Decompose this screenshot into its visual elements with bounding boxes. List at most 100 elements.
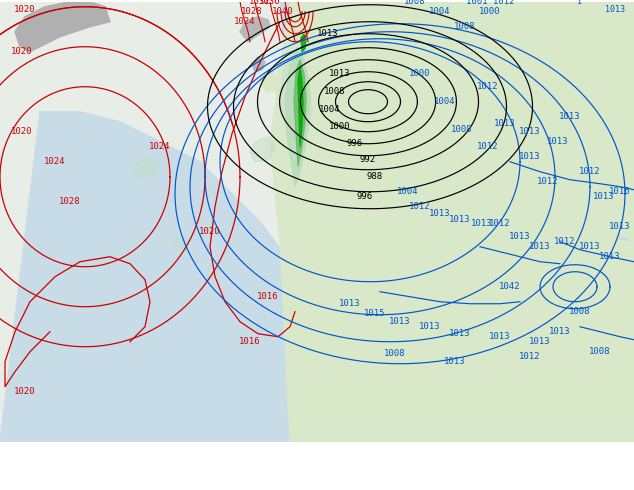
Polygon shape	[250, 137, 275, 162]
Text: 1028: 1028	[242, 7, 262, 16]
Text: 988: 988	[367, 172, 383, 181]
Text: Jet stream/SLP [kts] ECMWF: Jet stream/SLP [kts] ECMWF	[4, 449, 190, 462]
Polygon shape	[301, 34, 306, 52]
Text: 1008: 1008	[589, 347, 611, 356]
Text: 180: 180	[158, 471, 181, 484]
Text: 1024: 1024	[44, 157, 66, 166]
Polygon shape	[295, 187, 634, 441]
Text: 100: 100	[54, 471, 77, 484]
Text: 1042: 1042	[499, 282, 521, 291]
Text: 1013: 1013	[529, 242, 551, 251]
Text: 1020: 1020	[199, 227, 221, 236]
Polygon shape	[0, 112, 290, 441]
Text: 1008: 1008	[324, 87, 346, 96]
Text: 1008: 1008	[451, 125, 473, 134]
Text: 1012: 1012	[579, 167, 601, 176]
Text: 1012: 1012	[410, 202, 430, 211]
Text: 1: 1	[578, 0, 583, 6]
Polygon shape	[172, 236, 188, 252]
Text: 1013: 1013	[559, 112, 581, 121]
Text: 1020: 1020	[14, 5, 36, 14]
Polygon shape	[298, 67, 303, 147]
Text: 1012: 1012	[519, 352, 541, 361]
Polygon shape	[15, 2, 110, 52]
Text: 1008: 1008	[404, 0, 426, 6]
Text: 1024: 1024	[149, 142, 171, 151]
Text: 1028: 1028	[59, 197, 81, 206]
Text: 1013: 1013	[547, 137, 569, 146]
Text: 1013: 1013	[329, 69, 351, 78]
Text: 1013: 1013	[519, 127, 541, 136]
Text: 60: 60	[4, 471, 19, 484]
Text: 1020: 1020	[11, 127, 33, 136]
Text: 1013: 1013	[529, 337, 551, 346]
Text: 1008: 1008	[454, 22, 476, 31]
Text: 1013: 1013	[450, 215, 471, 224]
Polygon shape	[132, 157, 160, 177]
Text: 1000: 1000	[479, 7, 501, 16]
Polygon shape	[280, 57, 312, 142]
Text: 1013: 1013	[450, 329, 471, 338]
Text: 120: 120	[82, 471, 105, 484]
Text: 1012: 1012	[477, 82, 499, 91]
Polygon shape	[240, 17, 270, 42]
Text: 1013: 1013	[495, 119, 515, 128]
Text: 1013: 1013	[339, 299, 361, 308]
Text: 1013: 1013	[605, 5, 625, 14]
Text: 1016: 1016	[239, 337, 261, 346]
Text: 1004: 1004	[429, 7, 451, 16]
Polygon shape	[310, 334, 560, 377]
Text: 1012: 1012	[477, 142, 499, 151]
Text: 1013: 1013	[579, 242, 601, 251]
Polygon shape	[270, 2, 634, 441]
Polygon shape	[275, 54, 298, 102]
Text: 1032: 1032	[249, 0, 271, 6]
Polygon shape	[285, 277, 348, 314]
Polygon shape	[540, 242, 620, 272]
Polygon shape	[0, 2, 634, 441]
Text: 1013: 1013	[444, 357, 466, 366]
Text: 1016: 1016	[609, 187, 631, 196]
Text: 1024: 1024	[234, 17, 256, 26]
Text: 1013: 1013	[609, 222, 631, 231]
Text: 1036: 1036	[259, 0, 281, 6]
Text: 1013: 1013	[509, 232, 531, 241]
Polygon shape	[290, 380, 634, 441]
Text: Tu 04-06-2024 12:00 UTC (06+54): Tu 04-06-2024 12:00 UTC (06+54)	[409, 449, 630, 462]
Text: 1016: 1016	[257, 292, 279, 301]
Text: ©weatheronline.co.uk: ©weatheronline.co.uk	[505, 473, 630, 483]
Text: 80: 80	[30, 471, 45, 484]
Text: 992: 992	[360, 155, 376, 164]
Text: 1020: 1020	[11, 47, 33, 56]
Polygon shape	[285, 47, 310, 187]
Polygon shape	[252, 57, 265, 72]
Polygon shape	[294, 60, 306, 167]
Text: 1013: 1013	[389, 317, 411, 326]
Polygon shape	[610, 237, 634, 292]
Text: 1004: 1004	[320, 105, 340, 114]
Text: 1012: 1012	[537, 177, 559, 186]
Text: 996: 996	[347, 139, 363, 148]
Polygon shape	[280, 2, 370, 132]
Text: 1013: 1013	[489, 332, 511, 341]
Text: 1000: 1000	[329, 122, 351, 131]
Text: 1013: 1013	[419, 322, 441, 331]
Text: 1013: 1013	[549, 327, 571, 336]
Text: 140: 140	[108, 471, 131, 484]
Text: 1001 1012: 1001 1012	[466, 0, 514, 6]
Text: 1015: 1015	[365, 309, 385, 318]
Text: 1020: 1020	[14, 387, 36, 396]
Text: 1013: 1013	[599, 252, 621, 261]
Polygon shape	[345, 12, 455, 117]
Text: 1012: 1012	[554, 237, 576, 246]
Text: 1012: 1012	[489, 219, 511, 228]
Text: 1004: 1004	[398, 187, 418, 196]
Text: 1000: 1000	[410, 69, 430, 78]
Text: 1040: 1040	[272, 7, 294, 16]
Text: 160: 160	[134, 471, 157, 484]
Text: 1013: 1013	[519, 152, 541, 161]
Text: 1013: 1013	[429, 209, 451, 218]
Polygon shape	[262, 70, 278, 94]
Text: 1004: 1004	[434, 97, 456, 106]
Text: 1013: 1013	[471, 219, 493, 228]
